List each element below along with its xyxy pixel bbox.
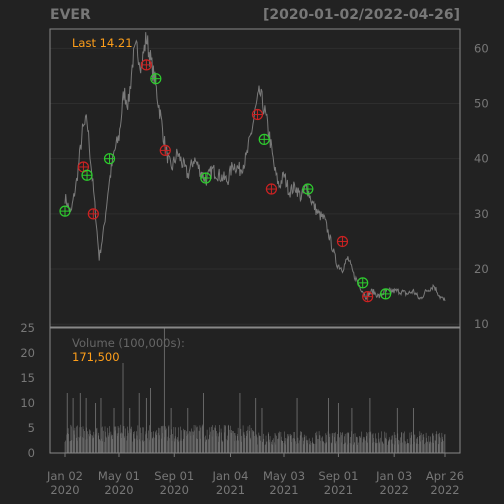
- x-tick-label: May 01: [98, 469, 140, 483]
- date-range-label: [2020-01-02/2022-04-26]: [263, 7, 460, 23]
- price-grid: [50, 47, 460, 325]
- buy-signal-marker: [150, 73, 162, 85]
- price-tick-label: 40: [474, 152, 489, 166]
- x-tick-label: Jan 03: [375, 469, 412, 483]
- signal-markers: [59, 59, 392, 303]
- x-tick-year: 2020: [160, 483, 189, 497]
- price-tick-label: 50: [474, 97, 489, 111]
- x-tick-year: 2021: [216, 483, 245, 497]
- sell-signal-marker: [140, 59, 152, 71]
- buy-signal-marker: [302, 183, 314, 195]
- price-panel-frame: [49, 28, 461, 328]
- volume-tick-label: 10: [20, 396, 35, 410]
- volume-tick-label: 5: [28, 421, 35, 435]
- sell-signal-marker: [362, 291, 374, 303]
- x-tick-year: 2022: [430, 483, 459, 497]
- volume-tick-label: 15: [20, 371, 35, 385]
- volume-axis: 0 5 10 15 20 25: [20, 321, 35, 460]
- x-tick-label: Sep 01: [318, 469, 358, 483]
- x-tick-year: 2020: [104, 483, 133, 497]
- buy-signal-marker: [200, 172, 212, 184]
- volume-bars: [64, 328, 446, 453]
- x-tick-label: May 03: [263, 469, 305, 483]
- x-tick-label: Jan 02: [46, 469, 83, 483]
- x-tick-label: Apr 26: [426, 469, 464, 483]
- price-axis: 10 20 30 40 50 60: [474, 41, 489, 331]
- price-line: [64, 32, 446, 302]
- price-tick-label: 60: [474, 41, 489, 55]
- x-tick-year: 2021: [269, 483, 298, 497]
- volume-label: Volume (100,000s):: [72, 336, 185, 350]
- x-tick-year: 2020: [50, 483, 79, 497]
- last-price-label: Last 14.21: [72, 36, 133, 50]
- buy-signal-marker: [81, 169, 93, 181]
- volume-tick-label: 0: [28, 446, 35, 460]
- sell-signal-marker: [265, 183, 278, 195]
- x-tick-year: 2022: [380, 483, 409, 497]
- price-tick-label: 30: [474, 207, 489, 221]
- sell-signal-marker: [336, 235, 349, 248]
- volume-panel-frame: [49, 327, 461, 454]
- sell-signal-marker: [87, 208, 99, 220]
- price-tick-label: 10: [474, 317, 489, 331]
- buy-signal-marker: [59, 205, 71, 217]
- x-tick-year: 2021: [324, 483, 353, 497]
- buy-signal-marker: [103, 153, 116, 165]
- volume-tick-label: 20: [20, 346, 35, 360]
- volume-tick-label: 25: [20, 321, 35, 335]
- buy-signal-marker: [258, 133, 270, 145]
- sell-signal-marker: [159, 144, 171, 157]
- chart-title: EVER: [50, 7, 91, 23]
- buy-signal-marker: [380, 288, 392, 300]
- buy-signal-marker: [357, 277, 369, 289]
- x-tick-label: Sep 01: [154, 469, 194, 483]
- volume-last-value: 171,500: [72, 350, 120, 364]
- price-tick-label: 20: [474, 262, 489, 276]
- sell-signal-marker: [251, 108, 264, 121]
- x-tick-label: Jan 04: [211, 469, 248, 483]
- price-series: [64, 32, 446, 302]
